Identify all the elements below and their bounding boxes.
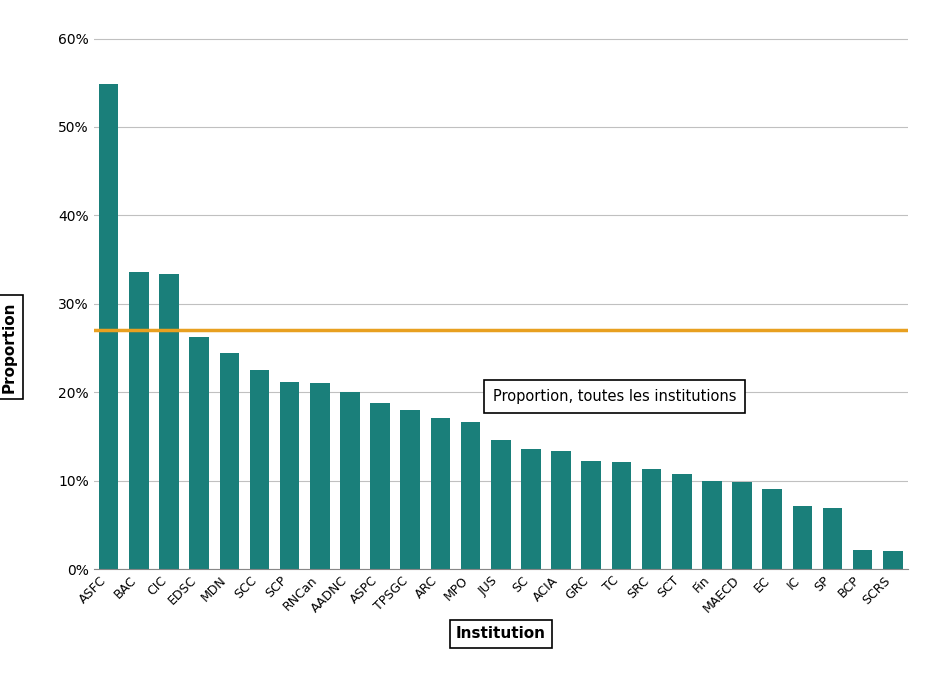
Bar	[220, 353, 239, 569]
X-axis label: Institution: Institution	[456, 627, 546, 641]
Bar	[551, 452, 571, 569]
Bar	[129, 272, 149, 569]
Bar	[401, 410, 420, 569]
Bar	[340, 392, 359, 569]
Bar	[853, 550, 872, 569]
Bar	[189, 337, 209, 569]
Bar	[159, 273, 179, 569]
Bar	[763, 489, 782, 569]
Bar	[611, 462, 631, 569]
Bar	[823, 508, 842, 569]
Text: Proportion: Proportion	[2, 301, 17, 393]
Bar	[642, 469, 662, 569]
Bar	[371, 403, 390, 569]
Bar	[672, 473, 692, 569]
Bar	[310, 383, 329, 569]
Text: Proportion, toutes les institutions: Proportion, toutes les institutions	[493, 389, 737, 404]
Bar	[793, 507, 812, 569]
Bar	[461, 422, 480, 569]
Bar	[581, 462, 601, 569]
Bar	[491, 440, 510, 569]
Bar	[883, 552, 902, 569]
Bar	[431, 418, 450, 569]
Bar	[99, 85, 119, 569]
Bar	[702, 481, 722, 569]
Bar	[521, 449, 541, 569]
Bar	[732, 482, 752, 569]
Bar	[280, 382, 300, 569]
Bar	[250, 370, 270, 569]
